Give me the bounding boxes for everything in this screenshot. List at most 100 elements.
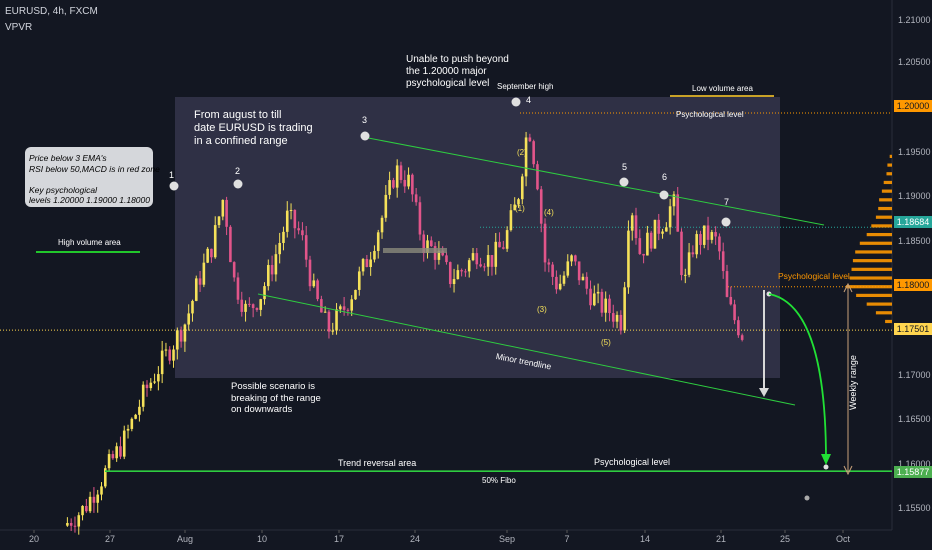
y-tick-label: 1.16500 (898, 414, 931, 424)
candle-body (653, 219, 657, 249)
candle-body (706, 225, 710, 240)
wave-marker (619, 177, 629, 187)
candle-body (585, 276, 589, 289)
x-tick-label: 14 (639, 534, 651, 544)
x-tick-label: Oct (835, 534, 851, 544)
volume-profile-bar (851, 267, 892, 271)
wave-marker (721, 217, 731, 227)
candle-body (153, 381, 156, 383)
y-tick-label: 1.15500 (898, 503, 931, 513)
price-tag-115877: 1.15877 (894, 466, 932, 478)
volume-profile-bar (878, 206, 892, 211)
candle-body (369, 259, 372, 267)
candle-body (399, 165, 403, 180)
info-line: levels 1.20000 1.19000 1.18000 (29, 195, 150, 205)
candle-body (676, 194, 680, 232)
candle-body (502, 247, 505, 249)
candle-body (232, 262, 236, 278)
candle-body (467, 260, 471, 272)
candle-body (403, 179, 407, 187)
low-volume-area-label: Low volume area (692, 84, 753, 93)
candle-body (695, 234, 698, 255)
candle-body (278, 242, 281, 255)
subwave-label-4: (4) (544, 208, 554, 217)
candle-body (126, 428, 130, 431)
psych-level-top-label: Psychological level (676, 110, 744, 119)
candle-body (164, 349, 168, 351)
info-line (29, 174, 149, 185)
candle-body (217, 216, 221, 226)
weekly-range-arrow-bottom (843, 465, 853, 476)
candle-body (350, 299, 353, 311)
candle-body (596, 291, 600, 294)
candle-body (225, 199, 228, 227)
candle-body (100, 486, 103, 495)
range-note-line: date EURUSD is trading (194, 122, 313, 134)
candle-body (445, 255, 448, 263)
x-tick-label: 21 (715, 534, 727, 544)
candle-body (141, 384, 145, 407)
candle-body (551, 264, 554, 277)
candle-body (308, 259, 312, 287)
candle-body (638, 238, 642, 254)
candle-body (73, 525, 77, 527)
scenario-note-line: Possible scenario is (231, 381, 315, 392)
candle-body (229, 226, 232, 263)
candle-body (354, 289, 357, 300)
range-note-line: in a confined range (194, 135, 288, 147)
candle-body (577, 261, 581, 281)
candle-body (422, 234, 426, 254)
candle-body (657, 219, 661, 234)
y-tick-label: 1.21000 (898, 15, 931, 25)
y-tick-label: 1.16000 (898, 459, 931, 469)
scenario-note-line: breaking of the range (231, 392, 321, 404)
y-tick-label: 1.17000 (898, 370, 931, 380)
candle-body (593, 293, 596, 306)
candle-body (365, 259, 369, 267)
candle-body (301, 230, 304, 236)
x-tick-label: 20 (28, 534, 40, 544)
candle-body (475, 253, 479, 265)
candle-body (395, 165, 399, 188)
candle-body (244, 303, 247, 312)
wave-marker (659, 190, 669, 200)
candle-body (437, 250, 441, 260)
volume-profile-bar (846, 285, 892, 289)
x-tick-label: 7 (564, 534, 570, 544)
wave-marker (360, 131, 370, 141)
candle-body (361, 259, 365, 272)
candle-body (555, 276, 558, 290)
candle-body (691, 252, 695, 255)
candle-body (513, 204, 517, 211)
info-line: RSI below 50,MACD is in red zone (29, 163, 160, 174)
volume-profile-bar (871, 224, 892, 228)
candle-body (183, 324, 187, 342)
candle-body (498, 241, 501, 248)
candle-body (122, 430, 126, 457)
candle-body (714, 232, 717, 237)
candle-body (66, 522, 69, 526)
candle-body (441, 250, 444, 256)
weekly-range-label: Weekly range (848, 355, 858, 410)
candle-body (483, 266, 486, 268)
candle-body (680, 231, 683, 276)
volume-profile-bar (886, 172, 892, 176)
candle-body (176, 330, 179, 350)
volume-profile-bar (885, 319, 892, 324)
candle-body (236, 277, 240, 300)
candle-body (619, 314, 623, 331)
x-tick-label: 24 (409, 534, 421, 544)
wave-label-3: 3 (362, 115, 368, 125)
candle-body (289, 209, 293, 211)
candle-body (274, 254, 278, 275)
volume-profile-bar (849, 276, 892, 280)
candle-body (134, 414, 137, 419)
candle-body (532, 141, 535, 165)
wave-marker (511, 97, 521, 107)
candle-body (331, 330, 335, 332)
volume-profile-bar (866, 302, 892, 306)
candle-body (172, 349, 175, 361)
candle-body (562, 275, 566, 284)
info-box: Price below 3 EMA's RSI below 50,MACD is… (25, 147, 160, 207)
candle-body (646, 232, 649, 256)
